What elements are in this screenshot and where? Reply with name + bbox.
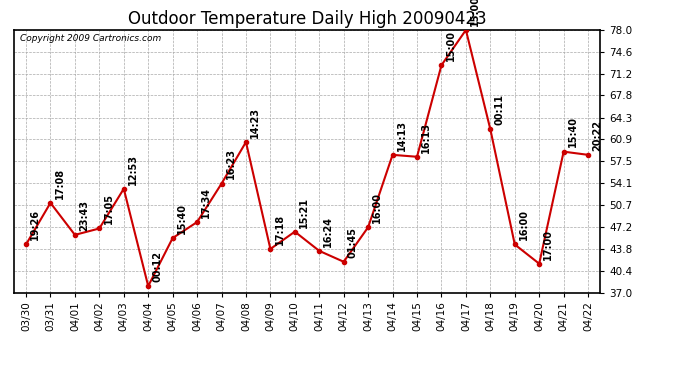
Text: 00:11: 00:11 [495,94,504,125]
Text: 12:53: 12:53 [128,154,138,184]
Text: 15:00: 15:00 [446,30,455,61]
Text: 15:00: 15:00 [470,0,480,26]
Text: 15:40: 15:40 [568,117,578,147]
Text: 16:24: 16:24 [324,216,333,247]
Text: 14:23: 14:23 [250,107,260,138]
Text: Copyright 2009 Cartronics.com: Copyright 2009 Cartronics.com [19,34,161,43]
Text: 17:34: 17:34 [201,187,211,218]
Text: 14:13: 14:13 [397,120,406,151]
Text: 19:26: 19:26 [30,209,40,240]
Text: 01:45: 01:45 [348,226,358,258]
Text: 17:08: 17:08 [55,168,65,199]
Title: Outdoor Temperature Daily High 20090423: Outdoor Temperature Daily High 20090423 [128,10,486,28]
Text: 17:18: 17:18 [275,214,284,245]
Text: 23:43: 23:43 [79,200,89,231]
Text: 16:23: 16:23 [226,148,236,180]
Text: 16:00: 16:00 [519,209,529,240]
Text: 17:05: 17:05 [104,193,113,224]
Text: 15:21: 15:21 [299,196,309,228]
Text: 00:12: 00:12 [152,251,162,282]
Text: 15:40: 15:40 [177,203,187,234]
Text: 20:22: 20:22 [592,120,602,151]
Text: 17:00: 17:00 [543,228,553,260]
Text: 16:13: 16:13 [421,122,431,153]
Text: 16:00: 16:00 [373,192,382,223]
